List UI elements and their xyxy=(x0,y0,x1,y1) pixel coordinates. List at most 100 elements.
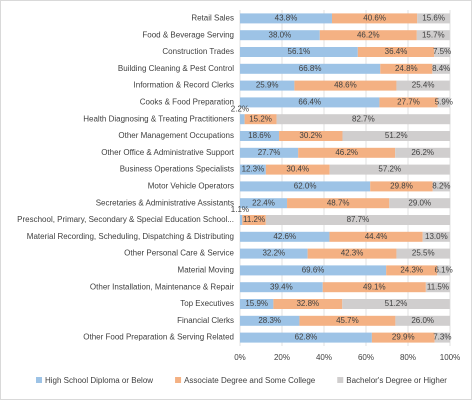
bar-segment xyxy=(240,147,299,158)
value-label: 48.6% xyxy=(334,81,357,90)
bar-segment xyxy=(240,114,245,125)
bar-segment xyxy=(240,332,372,343)
y-tick-label: Secretaries & Administrative Assistants xyxy=(96,198,234,207)
value-label: 39.4% xyxy=(270,282,293,291)
value-label: 44.4% xyxy=(365,232,388,241)
value-label: 48.7% xyxy=(327,198,350,207)
value-label: 11.2% xyxy=(243,215,265,224)
bar-segment xyxy=(240,198,288,209)
bar-segment xyxy=(432,181,450,192)
value-label: 25.9% xyxy=(256,81,279,90)
y-tick-label: Health Diagnosing & Treating Practitione… xyxy=(83,114,234,123)
bar-segment xyxy=(396,80,450,91)
y-tick-label: Food & Beverage Serving xyxy=(142,30,234,39)
value-label: 56.1% xyxy=(288,47,311,56)
y-tick-label: Motor Vehicle Operators xyxy=(148,182,234,191)
y-tick-label: Financial Clerks xyxy=(177,316,234,325)
y-tick-label: Other Food Preparation & Serving Related xyxy=(83,333,234,342)
x-tick-label: 80% xyxy=(400,353,416,362)
bar-segment xyxy=(342,299,450,309)
value-label: 26.0% xyxy=(411,316,434,325)
bar-segment xyxy=(265,164,330,175)
value-label: 46.2% xyxy=(335,148,358,157)
bar-segment xyxy=(240,13,332,24)
value-label: 29.9% xyxy=(392,333,415,342)
value-label: 6.1% xyxy=(434,266,452,275)
value-label: 5.9% xyxy=(435,98,453,107)
bar-segment xyxy=(437,97,450,108)
value-label: 11.5% xyxy=(427,282,449,291)
y-tick-label: Preschool, Primary, Secondary & Special … xyxy=(17,215,234,224)
y-tick-label: Retail Sales xyxy=(191,14,234,23)
value-label: 15.7% xyxy=(422,30,445,39)
bar-segment xyxy=(395,315,450,326)
value-label: 26.2% xyxy=(411,148,434,157)
value-label: 7.5% xyxy=(433,47,451,56)
value-label: 30.2% xyxy=(299,131,322,140)
bar-segment xyxy=(371,332,435,343)
value-label: 51.2% xyxy=(385,131,408,140)
value-label: 36.4% xyxy=(385,47,408,56)
value-label: 49.1% xyxy=(363,282,386,291)
bar-segment xyxy=(395,147,451,158)
value-label: 27.7% xyxy=(397,98,420,107)
legend-swatch xyxy=(337,377,344,383)
y-tick-label: Construction Trades xyxy=(162,47,234,56)
y-tick-label: Material Recording, Scheduling, Dispatch… xyxy=(27,232,234,241)
bar-segment xyxy=(432,63,450,74)
value-label: 28.3% xyxy=(258,316,281,325)
x-tick-label: 0% xyxy=(234,353,246,362)
value-label: 46.2% xyxy=(357,30,380,39)
bar-segment xyxy=(437,265,450,276)
bar-segment xyxy=(434,47,450,57)
value-label: 24.3% xyxy=(400,266,423,275)
value-label: 15.2% xyxy=(249,114,272,123)
bar-segment xyxy=(357,47,435,57)
value-label: 18.6% xyxy=(248,131,271,140)
value-label: 27.7% xyxy=(258,148,281,157)
value-label: 25.5% xyxy=(412,249,435,258)
bar-segment xyxy=(298,147,396,158)
value-label: 15.9% xyxy=(245,299,268,308)
bar-segment xyxy=(434,332,450,343)
bar-segment xyxy=(273,299,343,309)
bar-segment xyxy=(370,181,433,192)
bar-segment xyxy=(425,282,450,293)
bar-segment xyxy=(240,231,330,242)
value-label: 29.0% xyxy=(408,198,431,207)
bar-segment xyxy=(396,248,450,259)
bar-segment xyxy=(240,181,371,192)
bar-segment xyxy=(380,63,433,74)
value-label: 69.6% xyxy=(302,266,325,275)
bar-segment xyxy=(276,114,451,125)
bar-segment xyxy=(240,282,323,293)
legend-label: Bachelor's Degree or Higher xyxy=(346,376,447,385)
y-tick-label: Other Office & Administrative Support xyxy=(101,148,235,157)
y-tick-label: Business Operations Specialists xyxy=(120,165,234,174)
bar-segment xyxy=(240,315,300,326)
bar-segment xyxy=(299,315,396,326)
bar-segment xyxy=(240,30,320,41)
bar-segment xyxy=(240,164,266,175)
value-label: 66.8% xyxy=(299,64,322,73)
value-label: 12.3% xyxy=(242,165,265,174)
bar-segment xyxy=(240,265,387,276)
bar-segment xyxy=(265,215,450,225)
value-label: 87.7% xyxy=(347,215,370,224)
value-label: 51.2% xyxy=(385,299,408,308)
bar-segment xyxy=(386,265,438,276)
bar-segment xyxy=(319,30,417,41)
legend-label: Associate Degree and Some College xyxy=(184,376,316,385)
bar-segment xyxy=(389,198,451,209)
y-tick-label: Other Installation, Maintenance & Repair xyxy=(90,282,234,291)
bar-segment xyxy=(240,248,308,259)
bar-segment xyxy=(287,198,390,209)
value-label: 8.2% xyxy=(432,182,450,191)
bar-segment xyxy=(329,164,450,175)
bar-segment xyxy=(240,63,381,74)
bar-segment xyxy=(342,131,450,141)
value-label: 62.0% xyxy=(294,182,317,191)
bar-segment xyxy=(244,114,277,125)
